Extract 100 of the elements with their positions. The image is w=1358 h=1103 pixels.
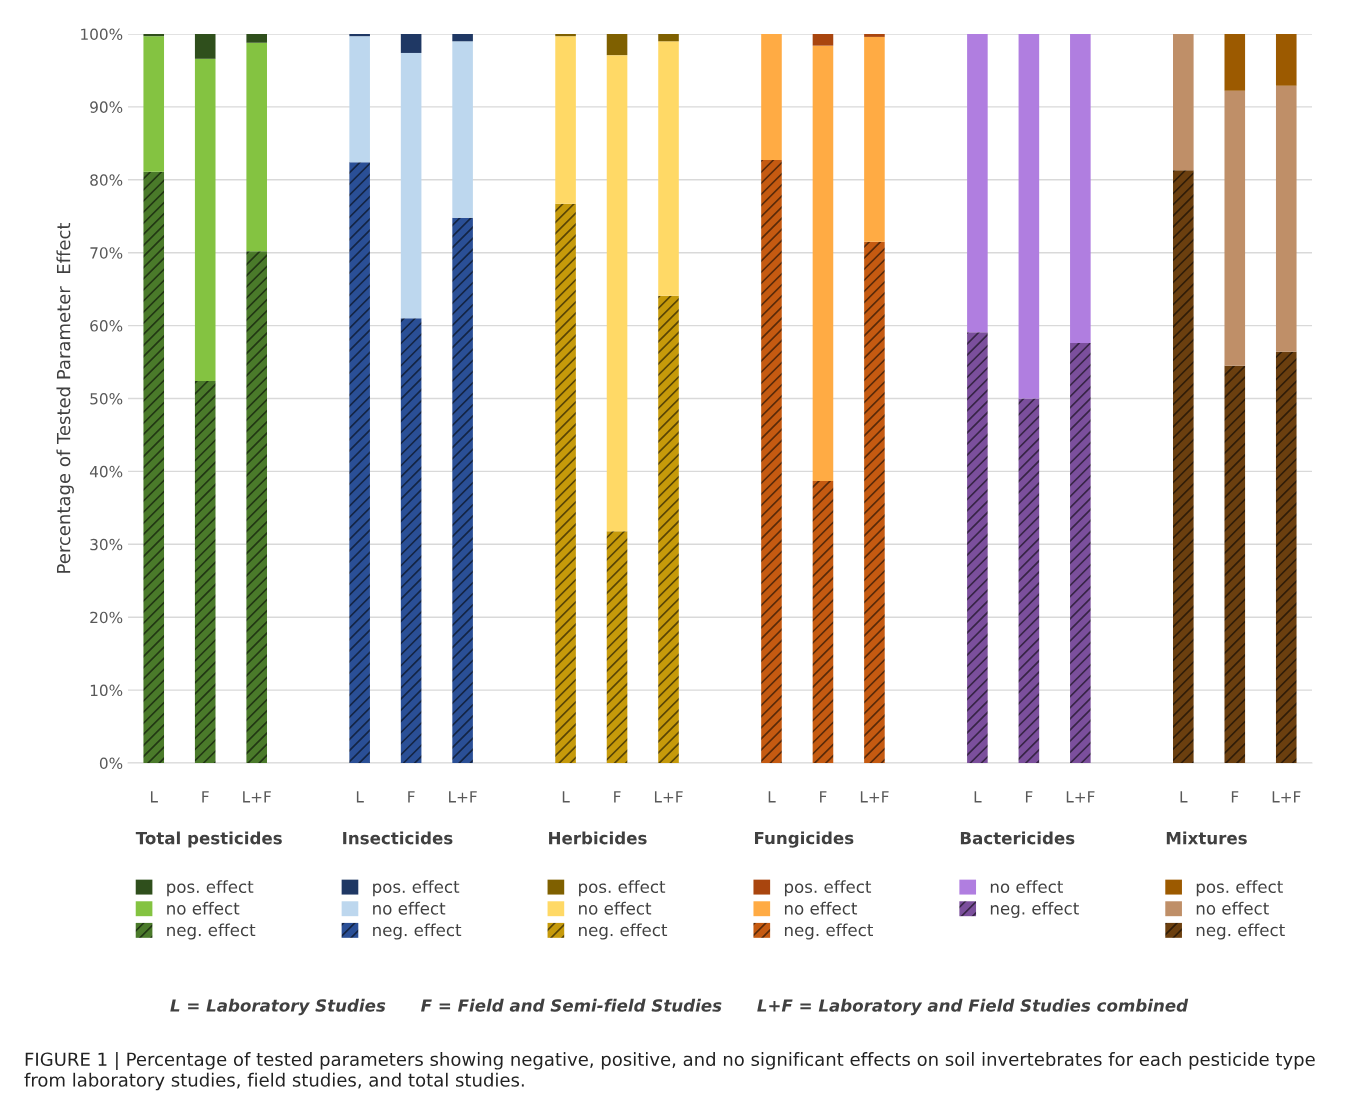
bar (1275, 85, 1297, 352)
bar (194, 381, 216, 763)
bar (1018, 34, 1040, 399)
bar (1173, 170, 1194, 763)
text: L = Laboratory Studies F = Field and Semi-field Studies L+F = Laboratory and Field Studies combined (170, 998, 1189, 1016)
bar (555, 36, 576, 204)
legend-label: no effect (990, 880, 1063, 894)
bar (658, 41, 679, 296)
legend-label: pos. effect (167, 880, 254, 897)
bar (349, 162, 370, 763)
x-tick-label: L+F (860, 791, 889, 803)
text: neg. effect (1196, 923, 1285, 940)
y-tick-label: 70% (90, 247, 123, 259)
bar (400, 318, 422, 763)
bar (349, 36, 370, 163)
bar (1018, 398, 1040, 763)
text: pos. effect (784, 880, 872, 897)
x-tick-label: F (1231, 791, 1239, 803)
x-tick-label: F (614, 791, 621, 803)
bar (812, 45, 834, 481)
x-tick-label: L+F (1272, 791, 1301, 803)
x-tick-label: F (820, 791, 827, 803)
x-tick-label: L+F (449, 791, 477, 803)
y-axis-title: Percentage of Tested Parameter Effect (56, 222, 74, 573)
x-tick-label: L (562, 791, 570, 803)
x-tick-label: F (202, 791, 209, 803)
y-tick-label: 90% (90, 101, 123, 113)
x-tick-label: L (768, 791, 776, 803)
bar (1173, 34, 1194, 171)
x-tick-label: L (974, 791, 982, 803)
y-tick-label: 20% (90, 611, 123, 624)
x-tick-label: L (356, 791, 364, 803)
bar (864, 241, 885, 763)
bar (761, 160, 782, 763)
bar (967, 332, 988, 763)
bar (658, 34, 679, 42)
text: Herbicides (549, 831, 647, 845)
y-tick-label: 60% (90, 320, 123, 332)
x-tick-label: L+F (654, 791, 683, 803)
bar (967, 34, 988, 333)
text: pos. effect (373, 880, 460, 897)
text: Bactericides (960, 831, 1075, 845)
text: Mixtures (1166, 831, 1247, 845)
bar (1224, 34, 1246, 91)
bar (246, 42, 267, 252)
y-tick-label: 30% (90, 538, 123, 551)
text: neg. effect (167, 923, 256, 940)
y-tick-label: 40% (89, 465, 123, 478)
bar (1070, 343, 1091, 763)
bar (761, 34, 782, 161)
text: Insecticides (343, 831, 453, 845)
text: no effect (579, 901, 652, 915)
text: pos. effect (1196, 880, 1283, 897)
bar (452, 217, 473, 763)
text: Fungicides (754, 831, 854, 848)
bar (452, 41, 473, 218)
y-tick-label: 80% (90, 174, 123, 186)
text: no effect (1196, 901, 1269, 915)
text: neg. effect (579, 923, 668, 940)
bar (400, 52, 422, 319)
bar (555, 34, 576, 37)
bar (1275, 351, 1297, 763)
caption: FIGURE 1 | Percentage of tested parameters showing negative, positive, and no significant effects on soil invertebrates for each pesticide type from laboratory studies, field studies, and total studies. (24, 1052, 1315, 1091)
x-tick-label: L+F (1066, 791, 1095, 803)
bar (812, 480, 834, 763)
y-tick-label: 10% (90, 684, 123, 697)
x-tick-label: L (150, 791, 158, 803)
bar (658, 295, 679, 763)
x-tick-label: L+F (243, 791, 271, 803)
y-tick-label: 100% (81, 28, 123, 41)
bar (606, 34, 628, 56)
bar (1224, 90, 1246, 366)
text: Total pesticides (135, 831, 282, 848)
bar (349, 34, 370, 37)
bar (452, 34, 473, 42)
bar (864, 36, 885, 242)
text: neg. effect (373, 923, 462, 940)
bar (606, 531, 628, 763)
bar (246, 251, 267, 763)
bar (194, 34, 216, 59)
y-tick-label: 50% (90, 392, 123, 405)
x-tick-label: F (408, 791, 415, 803)
x-tick-label: L (1180, 791, 1188, 803)
text: no effect (167, 901, 240, 915)
bar (555, 203, 576, 763)
y-tick-label: 0% (99, 757, 123, 770)
bar (246, 34, 267, 43)
bar (194, 58, 216, 381)
bar (143, 171, 165, 763)
bar (1224, 365, 1246, 763)
bar (143, 36, 165, 172)
legend-label: neg. effect (990, 901, 1079, 918)
bar (812, 34, 834, 46)
bar (606, 55, 628, 532)
bar (864, 34, 885, 37)
bar (1070, 34, 1091, 344)
x-tick-label: F (1025, 791, 1033, 803)
bar (1275, 34, 1297, 86)
bar (400, 34, 422, 53)
text: no effect (784, 901, 858, 915)
